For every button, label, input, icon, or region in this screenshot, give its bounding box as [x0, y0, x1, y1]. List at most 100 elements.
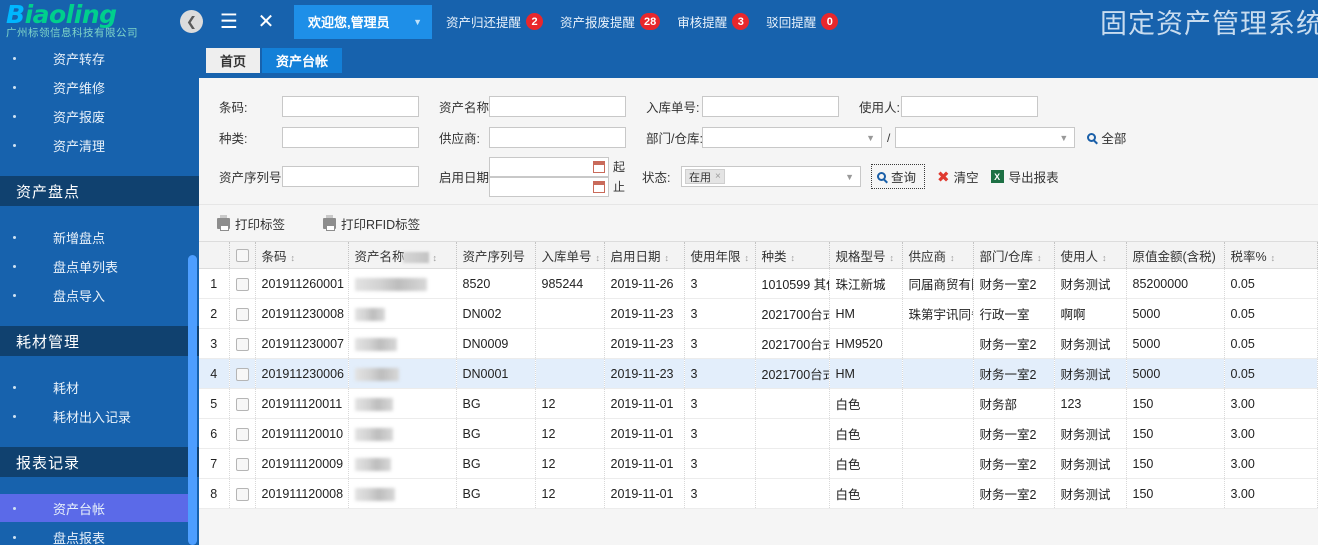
- category-input[interactable]: [282, 127, 419, 148]
- cell-orig_amount: 5000: [1126, 358, 1225, 389]
- reminder-item-audit[interactable]: 审核提醒 3: [677, 12, 750, 31]
- table-header-barcode[interactable]: 条码 ↕: [255, 241, 349, 269]
- row-checkbox-cell[interactable]: [229, 328, 256, 359]
- table-header-dept[interactable]: 部门/仓库 ↕: [973, 241, 1055, 269]
- table-header-enable_date[interactable]: 启用日期 ↕: [604, 241, 685, 269]
- dept-select[interactable]: ▼: [702, 127, 882, 148]
- inbound-no-input[interactable]: [702, 96, 839, 117]
- reminder-item-return[interactable]: 资产归还提醒 2: [446, 12, 544, 31]
- table-row[interactable]: 5 201911120011 BG 12 2019-11-01 3 白色 财务部 123 150 3…: [199, 388, 1318, 419]
- date-to-input[interactable]: [489, 176, 609, 197]
- reminder-item-reject[interactable]: 驳回提醒 0: [766, 12, 839, 31]
- sidebar-group-consumables[interactable]: 耗材管理: [0, 326, 199, 356]
- table-header-inbound_no[interactable]: 入库单号 ↕: [535, 241, 605, 269]
- table-header-tax_rate[interactable]: 税率% ↕: [1224, 241, 1318, 269]
- row-checkbox-cell[interactable]: [229, 448, 256, 479]
- sidebar-scrollbar[interactable]: [188, 255, 197, 545]
- tab-asset-ledger[interactable]: 资产台帐: [262, 48, 343, 73]
- table-header-supplier[interactable]: 供应商 ↕: [902, 241, 974, 269]
- row-checkbox-cell[interactable]: [229, 358, 256, 389]
- sidebar-item-inventory-list[interactable]: 盘点单列表: [0, 252, 193, 280]
- sidebar-group-reports[interactable]: 报表记录: [0, 447, 199, 477]
- sidebar-item-consumable-records[interactable]: 耗材出入记录: [0, 402, 193, 430]
- supplier-input[interactable]: [489, 127, 626, 148]
- table-header-select-all[interactable]: [229, 241, 256, 269]
- user-input[interactable]: [901, 96, 1038, 117]
- row-checkbox[interactable]: [235, 367, 249, 381]
- table-row[interactable]: 3 201911230007 DN0009 2019-11-23 3 2021700台式 H…: [199, 328, 1318, 359]
- status-select[interactable]: 在用 × ▼: [681, 166, 862, 187]
- table-header-model[interactable]: 规格型号 ↕: [829, 241, 903, 269]
- row-checkbox[interactable]: [235, 397, 249, 411]
- row-checkbox[interactable]: [235, 487, 249, 501]
- table-header-user[interactable]: 使用人 ↕: [1054, 241, 1127, 269]
- close-icon[interactable]: ×: [715, 171, 721, 182]
- table-header-life_years[interactable]: 使用年限 ↕: [684, 241, 756, 269]
- search-all-button[interactable]: 全部: [1087, 128, 1126, 147]
- sidebar-item-asset-repair[interactable]: 资产维修: [0, 73, 193, 101]
- row-checkbox-cell[interactable]: [229, 388, 256, 419]
- sort-icon[interactable]: ↕: [1102, 252, 1107, 263]
- print-label-button[interactable]: 打印标签: [217, 214, 285, 233]
- row-number: 7: [199, 448, 230, 479]
- table-header-asset_name[interactable]: 资产名称 ↕: [348, 241, 457, 269]
- dept-store-label: 部门/仓库:: [646, 132, 703, 146]
- sort-icon[interactable]: ↕: [790, 252, 796, 263]
- sidebar-group-inventory[interactable]: 资产盘点: [0, 176, 199, 206]
- calendar-icon[interactable]: [593, 160, 605, 173]
- print-rfid-label-button[interactable]: 打印RFID标签: [323, 214, 420, 233]
- row-checkbox[interactable]: [235, 427, 249, 441]
- sort-icon[interactable]: ↕: [290, 252, 296, 263]
- asset-name-input[interactable]: [489, 96, 626, 117]
- sidebar-item-asset-transfer[interactable]: 资产转存: [0, 44, 193, 72]
- close-icon[interactable]: ✕: [257, 11, 275, 33]
- export-report-button[interactable]: X 导出报表: [990, 167, 1059, 186]
- table-row[interactable]: 7 201911120009 BG 12 2019-11-01 3 白色 财务一室2 财务测试 1…: [199, 448, 1318, 479]
- table-row[interactable]: 8 201911120008 BG 12 2019-11-01 3 白色 财务一室2 财务测试 1…: [199, 478, 1318, 509]
- row-checkbox[interactable]: [235, 457, 249, 471]
- row-checkbox[interactable]: [235, 307, 249, 321]
- excel-icon: X: [990, 170, 1004, 183]
- sort-icon[interactable]: ↕: [950, 252, 955, 263]
- table-row[interactable]: 4 201911230006 DN0001 2019-11-23 3 2021700台式 H…: [199, 358, 1318, 389]
- sidebar-item-asset-disposal[interactable]: 资产清理: [0, 131, 193, 159]
- table-header-category[interactable]: 种类 ↕: [755, 241, 830, 269]
- sidebar-item-inventory-import[interactable]: 盘点导入: [0, 281, 193, 309]
- table-row[interactable]: 2 201911230008 DN002 2019-11-23 3 2021700台式 HM…: [199, 298, 1318, 329]
- welcome-user-dropdown[interactable]: 欢迎您,管理员 ▼: [294, 4, 432, 39]
- date-from-input[interactable]: [489, 156, 609, 177]
- table-row[interactable]: 6 201911120010 BG 12 2019-11-01 3 白色 财务一室2 财务测试 1…: [199, 418, 1318, 449]
- row-checkbox-cell[interactable]: [229, 268, 256, 299]
- sidebar-item-inventory-report[interactable]: 盘点报表: [0, 523, 193, 545]
- query-button[interactable]: 查询: [871, 164, 926, 189]
- sort-icon[interactable]: ↕: [744, 252, 750, 263]
- row-checkbox[interactable]: [235, 337, 249, 351]
- row-checkbox-cell[interactable]: [229, 478, 256, 509]
- sort-icon[interactable]: ↕: [664, 252, 670, 263]
- sidebar-item-asset-scrap[interactable]: 资产报废: [0, 102, 193, 130]
- sort-icon[interactable]: ↕: [432, 252, 438, 263]
- select-all-checkbox[interactable]: [235, 249, 249, 263]
- sort-icon[interactable]: ↕: [1270, 252, 1276, 263]
- sidebar-item-asset-ledger[interactable]: 资产台帐: [0, 494, 193, 522]
- clear-button[interactable]: ✖ 清空: [937, 167, 979, 186]
- sort-icon[interactable]: ↕: [1036, 252, 1042, 263]
- store-select[interactable]: ▼: [895, 127, 1076, 148]
- serial-input[interactable]: [282, 166, 419, 187]
- row-checkbox-cell[interactable]: [229, 298, 256, 329]
- row-checkbox[interactable]: [235, 277, 249, 291]
- cell-dept: 财务一室2: [973, 268, 1055, 299]
- calendar-icon[interactable]: [593, 180, 605, 193]
- hamburger-icon[interactable]: ☰: [220, 11, 238, 33]
- barcode-input[interactable]: [282, 96, 419, 117]
- row-checkbox-cell[interactable]: [229, 418, 256, 449]
- sidebar-item-new-inventory[interactable]: 新增盘点: [0, 223, 193, 251]
- sort-icon[interactable]: ↕: [595, 252, 601, 263]
- reminder-item-scrap[interactable]: 资产报废提醒 28: [560, 12, 661, 31]
- sidebar-item-consumable[interactable]: 耗材: [0, 373, 193, 401]
- chevron-left-icon[interactable]: ❮: [180, 10, 203, 33]
- sort-icon[interactable]: ↕: [889, 252, 895, 263]
- top-bar: Biaoling 广州标领信息科技有限公司 ❮ ☰ ✕ 欢迎您,管理员 ▼ 资产…: [0, 0, 1318, 43]
- table-row[interactable]: 1 201911260001 8520 985244 2019-11-26 3 101059…: [199, 268, 1318, 299]
- tab-home[interactable]: 首页: [206, 48, 261, 73]
